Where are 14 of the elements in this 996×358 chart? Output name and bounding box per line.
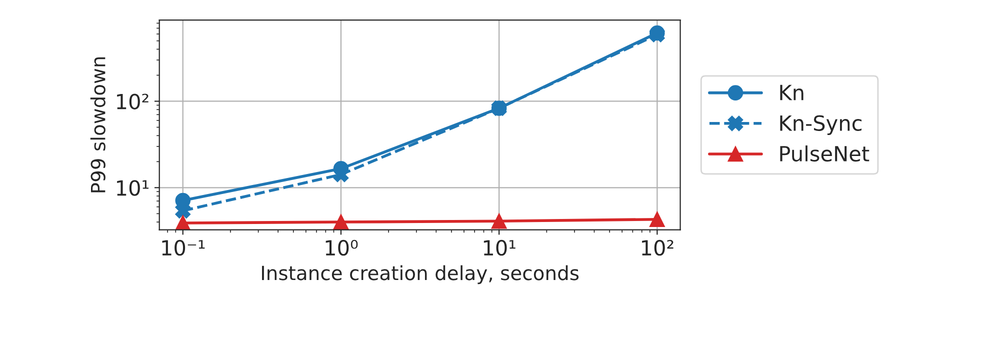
x-tick-label: 10⁰ — [326, 240, 358, 256]
point — [650, 212, 665, 227]
x-tick-label: 10² — [642, 240, 674, 256]
point — [491, 213, 507, 229]
x-tick-label: 10¹ — [484, 240, 516, 256]
x-tick-label: 10⁻¹ — [162, 240, 205, 256]
point — [175, 215, 191, 230]
y-axis-title: P99 slowdown — [90, 57, 106, 192]
point — [333, 214, 349, 230]
legend-label: PulseNet — [780, 145, 870, 162]
legend-label: Kn-Sync — [780, 115, 862, 136]
x-axis-title: Instance creation delay, seconds — [262, 265, 579, 284]
legend-label: Kn — [780, 84, 804, 100]
point — [175, 203, 191, 218]
